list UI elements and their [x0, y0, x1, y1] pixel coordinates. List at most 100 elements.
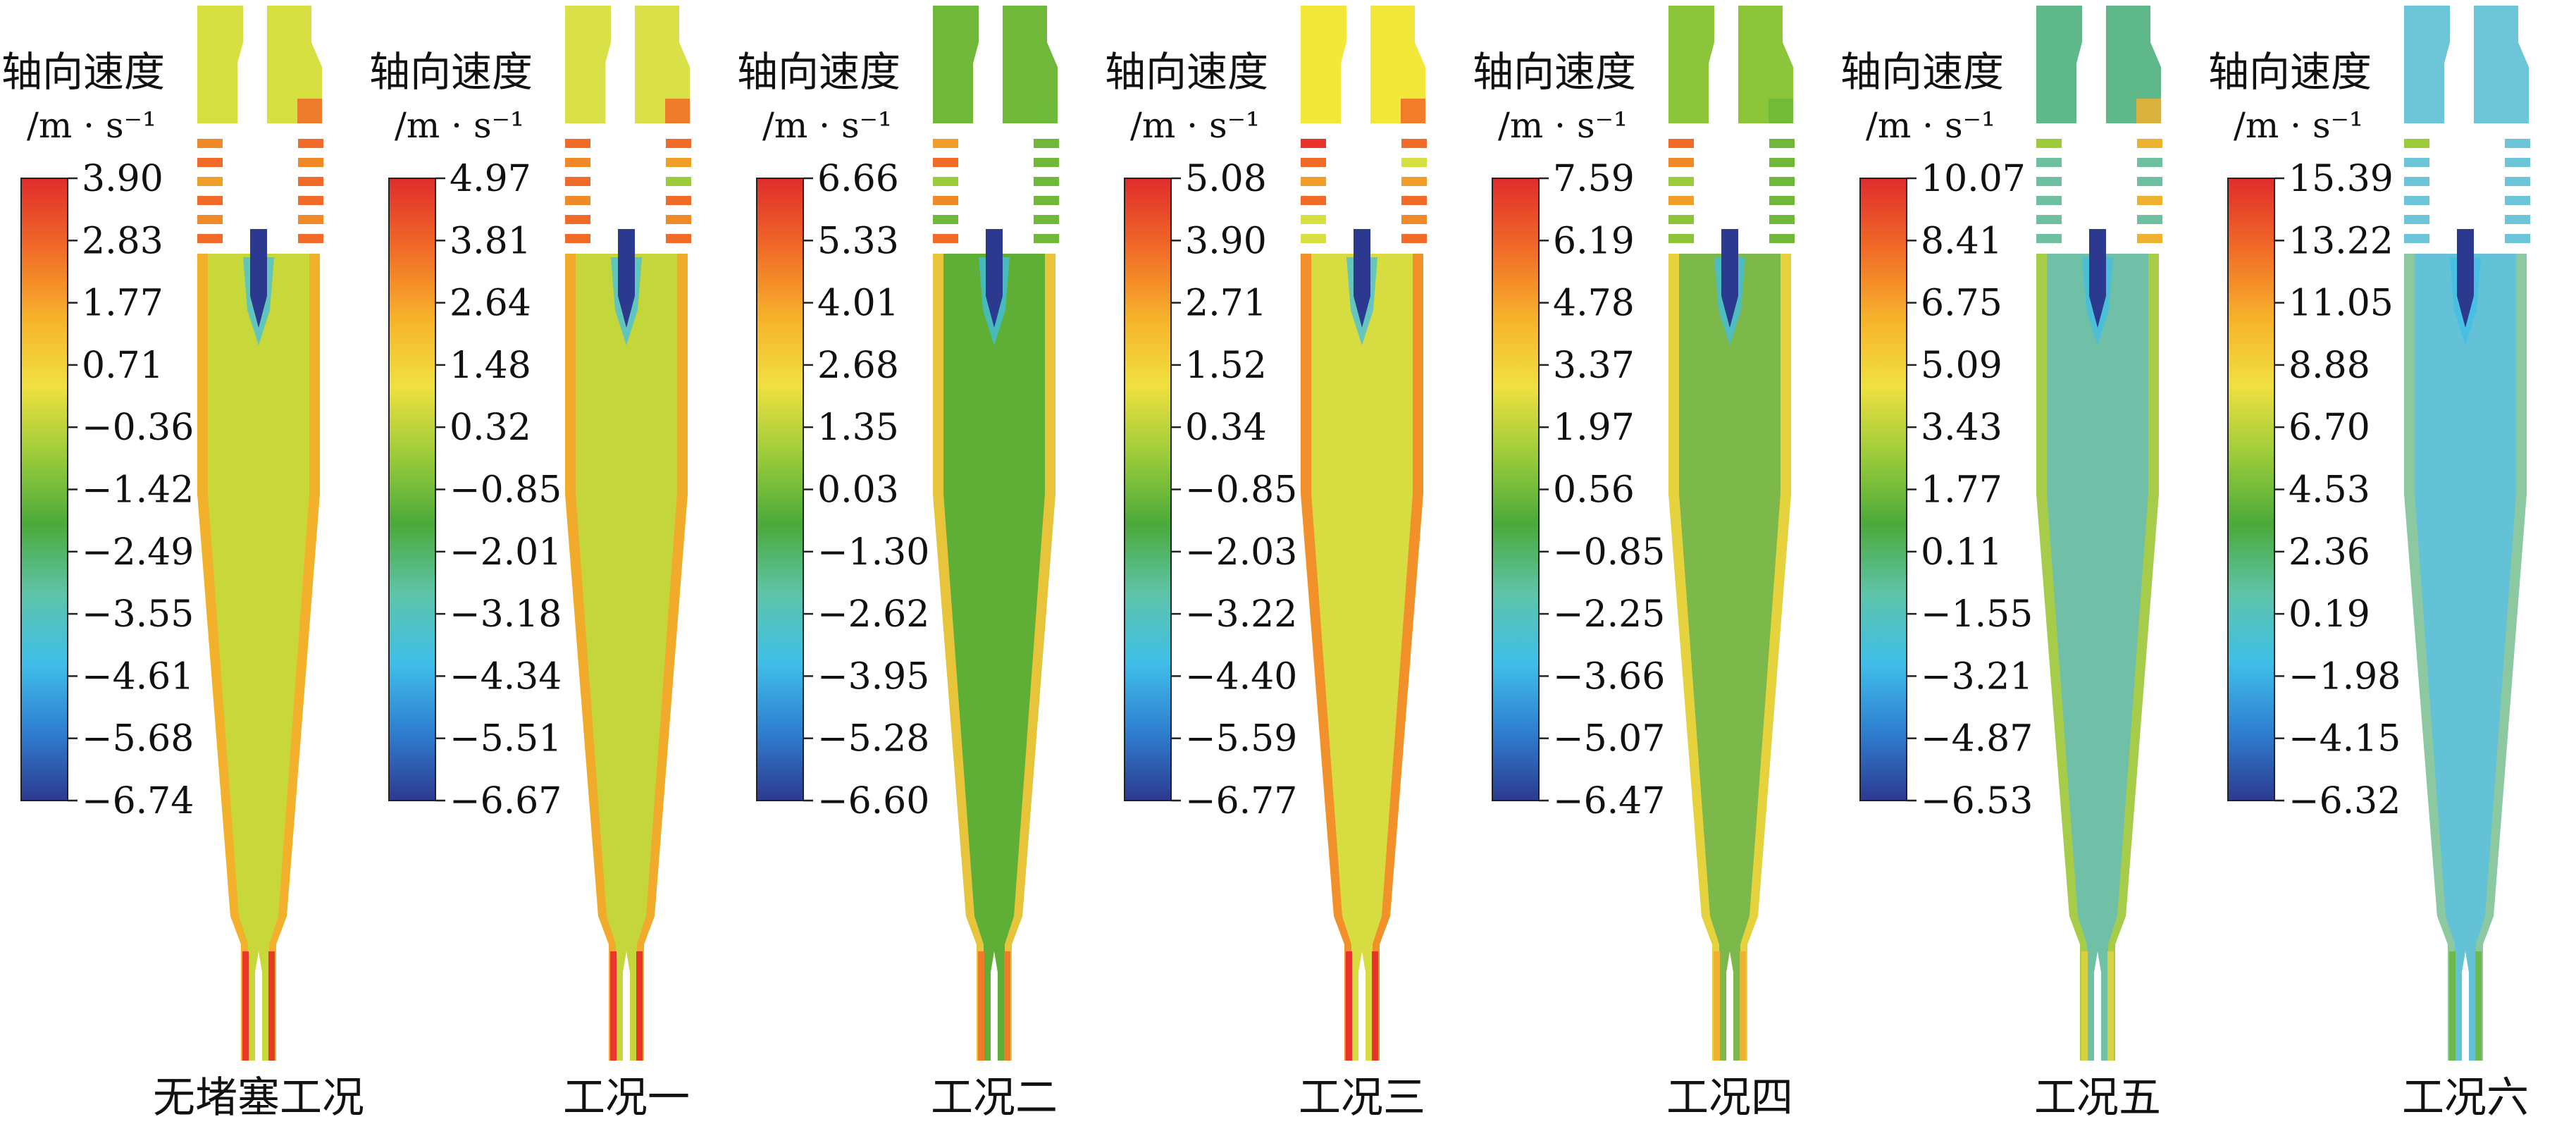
inlet-hotspot [1033, 99, 1058, 123]
colorbar-tick-label: −2.49 [82, 531, 194, 574]
panel-1: 轴向速度/m · s⁻¹ 3.90 2.83 1.77 0.71 −0.36 −1.42 −2… [1, 6, 364, 1123]
colorbar-tick-label: −3.55 [82, 593, 194, 636]
slot-right [2137, 177, 2162, 186]
colorbar-tick-label: 7.59 [1553, 158, 1635, 200]
slot-right [1769, 234, 1795, 243]
panel-5: 轴向速度/m · s⁻¹ 7.59 6.19 4.78 3.37 1.97 0.56 −0.8… [1473, 6, 1795, 1123]
slot-right [1401, 234, 1427, 243]
slot-left [2036, 158, 2062, 167]
colorbar-tick-label: 15.39 [2289, 158, 2394, 200]
legend-unit: /m · s⁻¹ [27, 105, 156, 146]
slot-left [2036, 234, 2062, 243]
legend-unit: /m · s⁻¹ [2234, 105, 2363, 146]
hydrocyclone-contour [2036, 6, 2162, 1061]
slot-left [1301, 196, 1326, 205]
panel-2: 轴向速度/m · s⁻¹ 4.97 3.81 2.64 1.48 0.32 −0.85 −2.… [369, 6, 691, 1123]
hydrocyclone-contour [2404, 6, 2530, 1061]
colorbar-tick-label: 4.97 [450, 158, 531, 200]
colorbar [20, 178, 68, 801]
slot-left [1668, 234, 1694, 243]
slot-right [1034, 139, 1059, 148]
slot-right [2505, 158, 2530, 167]
colorbar-tick-label: 2.36 [2289, 531, 2370, 574]
colorbar-tick-label: 1.77 [1921, 469, 2002, 512]
panel-caption: 工况四 [1666, 1073, 1793, 1123]
inlet-chute-left [197, 6, 243, 123]
legend-unit: /m · s⁻¹ [1130, 105, 1260, 146]
panel-caption: 工况五 [2034, 1073, 2161, 1123]
colorbar-tick-label: 5.08 [1185, 158, 1267, 200]
slot-left [2404, 139, 2429, 148]
slot-left [2404, 158, 2429, 167]
colorbar-tick-label: 5.33 [817, 220, 899, 262]
inlet-hotspot [297, 99, 322, 123]
colorbar-tick-label: 0.32 [450, 407, 531, 449]
legend-title: 轴向速度 [1840, 48, 2004, 96]
slot-left [197, 234, 223, 243]
slot-right [298, 215, 323, 224]
slot-right [666, 158, 691, 167]
colorbar-tick-label: 10.07 [1921, 158, 2026, 200]
colorbar-tick-label: −0.85 [1185, 469, 1297, 512]
colorbar-tick-label: −5.68 [82, 718, 194, 760]
colorbar [2227, 178, 2275, 801]
colorbar-tick-label: 3.37 [1553, 345, 1635, 387]
colorbar-tick-label: 5.09 [1921, 345, 2002, 387]
colorbar-tick-label: −1.30 [817, 531, 929, 574]
slot-left [197, 215, 223, 224]
inlet-chute-left [2404, 6, 2450, 123]
colorbar-tick-label: 2.83 [82, 220, 163, 262]
panel-caption: 无堵塞工况 [153, 1073, 364, 1123]
inlet-chute-left [933, 6, 979, 123]
slot-right [1769, 196, 1795, 205]
slot-right [298, 177, 323, 186]
colorbar-tick-label: −0.85 [450, 469, 562, 512]
slot-right [666, 139, 691, 148]
legend-unit: /m · s⁻¹ [1498, 105, 1628, 146]
colorbar-tick-label: −0.85 [1553, 531, 1665, 574]
colorbar-tick-label: 6.19 [1553, 220, 1635, 262]
slot-left [933, 177, 958, 186]
panel-4: 轴向速度/m · s⁻¹ 5.08 3.90 2.71 1.52 0.34 −0.85 −2.… [1105, 6, 1427, 1123]
hydrocyclone-contour [933, 6, 1059, 1061]
underflow-core-left [610, 951, 617, 1061]
colorbar-tick-label: 3.43 [1921, 407, 2002, 449]
colorbar-tick-label: −3.66 [1553, 655, 1665, 698]
slot-left [2036, 215, 2062, 224]
colorbar-tick-label: 0.03 [817, 469, 899, 512]
underflow-core-right [2475, 951, 2482, 1061]
colorbar-tick-label: −2.25 [1553, 593, 1665, 636]
legend-title: 轴向速度 [1, 48, 165, 96]
underflow-core-right [1004, 951, 1010, 1061]
legend-unit: /m · s⁻¹ [395, 105, 524, 146]
inlet-chute-left [2036, 6, 2082, 123]
colorbar-tick-label: 4.01 [817, 283, 899, 325]
slot-right [1769, 158, 1795, 167]
slot-right [2137, 196, 2162, 205]
colorbar-tick-label: 6.70 [2289, 407, 2370, 449]
slot-right [1034, 215, 1059, 224]
slot-left [565, 215, 590, 224]
hydrocyclone-contour [1301, 6, 1427, 1061]
legend-title: 轴向速度 [1473, 48, 1636, 96]
inlet-hotspot [665, 99, 690, 123]
inlet-hotspot [2136, 99, 2161, 123]
hydrocyclone-contour [1668, 6, 1795, 1061]
slot-left [933, 139, 958, 148]
underflow-core-right [636, 951, 643, 1061]
slot-right [1034, 196, 1059, 205]
vortex-finder [250, 229, 267, 328]
slot-left [2036, 177, 2062, 186]
colorbar-tick-label: 2.64 [450, 283, 531, 325]
colorbar-tick-label: 8.41 [1921, 220, 2002, 262]
slot-left [1668, 158, 1694, 167]
colorbar-tick-label: 13.22 [2289, 220, 2394, 262]
slot-right [1034, 177, 1059, 186]
inlet-hotspot [1769, 99, 1793, 123]
colorbar [388, 178, 436, 801]
colorbar-tick-label: 3.90 [82, 158, 163, 200]
slot-right [2505, 177, 2530, 186]
colorbar-tick-label: 0.19 [2289, 593, 2370, 636]
vortex-finder [2089, 229, 2106, 328]
